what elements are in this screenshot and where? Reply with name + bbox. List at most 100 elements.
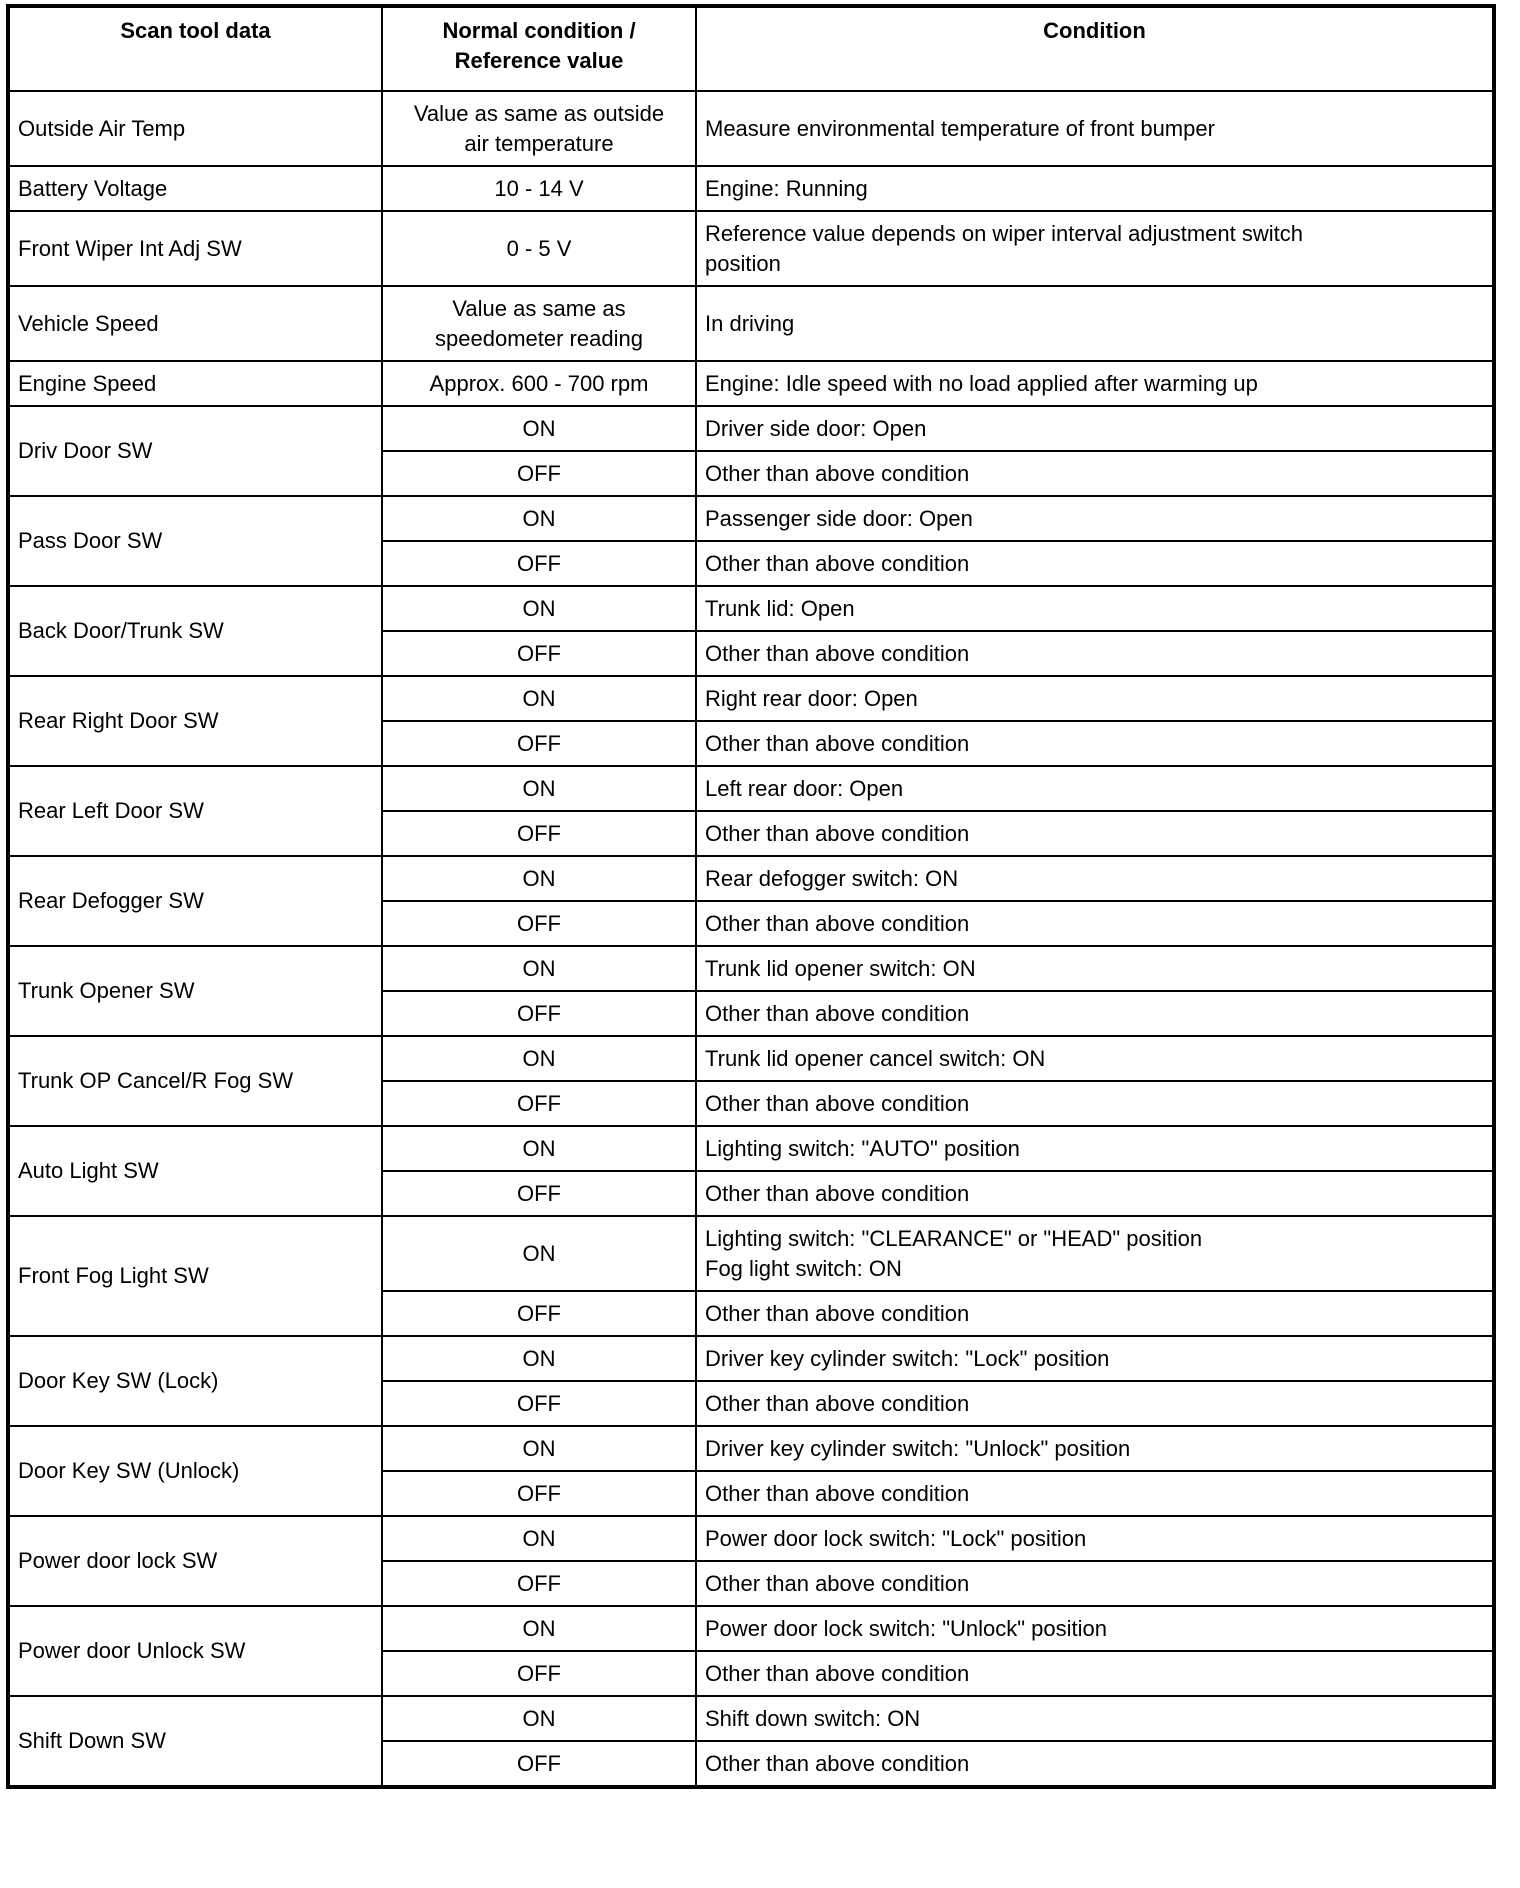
on-condition: Rear defogger switch: ON [695,855,1495,902]
on-condition: Driver key cylinder switch: "Lock" posit… [695,1335,1495,1382]
on-value: ON [381,1035,697,1082]
reference-value: 10 - 14 V [381,165,697,212]
off-condition: Other than above condition [695,720,1495,767]
off-condition: Other than above condition [695,1290,1495,1337]
header-row: Scan tool data Normal condition / Refere… [7,5,1495,92]
on-condition: Trunk lid opener cancel switch: ON [695,1035,1495,1082]
item-name: Door Key SW (Lock) [7,1335,383,1427]
off-value: OFF [381,450,697,497]
table-row-on: Auto Light SW ON Lighting switch: "AUTO" p… [7,1125,1495,1217]
item-name: Rear Right Door SW [7,675,383,767]
condition: In driving [695,285,1495,362]
on-condition: Shift down switch: ON [695,1695,1495,1742]
off-condition: Other than above condition [695,1650,1495,1697]
table-row-off: OFF Other than above condition [8,900,1495,947]
on-value: ON [381,1125,697,1172]
item-name: Battery Voltage [7,165,383,212]
off-value: OFF [381,1740,697,1788]
table-row-on: Pass Door SW ON Passenger side door: Open [7,495,1495,587]
on-condition: Driver key cylinder switch: "Unlock" pos… [695,1425,1495,1472]
off-value: OFF [381,900,697,947]
off-value: OFF [381,1470,697,1517]
item-name: Door Key SW (Unlock) [7,1425,383,1517]
header-reference-value: Normal condition / Reference value [381,5,697,92]
item-name: Outside Air Temp [7,90,383,167]
table-row-on: Rear Defogger SW ON Rear defogger switch: … [7,855,1495,947]
on-value: ON [381,765,697,812]
on-condition: Trunk lid: Open [695,585,1495,632]
item-name: Shift Down SW [7,1695,383,1788]
table-row-off: OFF Other than above condition [8,1740,1495,1788]
table-row-off: OFF Other than above condition [8,990,1495,1037]
off-value: OFF [381,630,697,677]
off-value: OFF [381,540,697,587]
off-condition: Other than above condition [695,900,1495,947]
off-condition: Other than above condition [695,450,1495,497]
table-row: Outside Air Temp Value as same as outside… [7,90,1495,167]
on-condition: Lighting switch: "AUTO" position [695,1125,1495,1172]
off-condition: Other than above condition [695,1560,1495,1607]
on-condition: Left rear door: Open [695,765,1495,812]
item-name: Engine Speed [7,360,383,407]
on-condition: Passenger side door: Open [695,495,1495,542]
table-row-off: OFF Other than above condition [8,1560,1495,1607]
item-name: Rear Left Door SW [7,765,383,857]
off-value: OFF [381,990,697,1037]
item-name: Power door Unlock SW [7,1605,383,1697]
table-row-on: Door Key SW (Lock) ON Driver key cylinder … [7,1335,1495,1427]
on-condition: Right rear door: Open [695,675,1495,722]
table-row-on: Back Door/Trunk SW ON Trunk lid: Open [7,585,1495,677]
reference-value: Value as same as outside air temperature [381,90,697,167]
table-row: Battery Voltage 10 - 14 V Engine: Running [7,165,1495,212]
table-row-off: OFF Other than above condition [8,1080,1495,1127]
on-value: ON [381,675,697,722]
item-name: Pass Door SW [7,495,383,587]
table-row: Front Wiper Int Adj SW 0 - 5 V Reference v… [7,210,1495,287]
table-row-on: Shift Down SW ON Shift down switch: ON [7,1695,1495,1788]
on-value: ON [381,855,697,902]
table-row-on: Door Key SW (Unlock) ON Driver key cylinde… [7,1425,1495,1517]
table-row-on: Rear Right Door SW ON Right rear door: Ope… [7,675,1495,767]
on-condition: Lighting switch: "CLEARANCE" or "HEAD" p… [695,1215,1495,1292]
off-condition: Other than above condition [695,1740,1495,1788]
on-value: ON [381,1605,697,1652]
item-name: Driv Door SW [7,405,383,497]
condition: Engine: Idle speed with no load applied … [695,360,1495,407]
table-row-off: OFF Other than above condition [8,1170,1495,1217]
table-row-off: OFF Other than above condition [8,1650,1495,1697]
reference-value: 0 - 5 V [381,210,697,287]
table-row-off: OFF Other than above condition [8,540,1495,587]
item-name: Vehicle Speed [7,285,383,362]
table-row-on: Rear Left Door SW ON Left rear door: Open [7,765,1495,857]
off-value: OFF [381,1290,697,1337]
on-value: ON [381,1215,697,1292]
on-value: ON [381,585,697,632]
off-condition: Other than above condition [695,630,1495,677]
item-name: Front Wiper Int Adj SW [7,210,383,287]
reference-value: Approx. 600 - 700 rpm [381,360,697,407]
off-value: OFF [381,1380,697,1427]
off-condition: Other than above condition [695,1380,1495,1427]
table-row-off: OFF Other than above condition [8,1380,1495,1427]
off-condition: Other than above condition [695,1470,1495,1517]
condition: Reference value depends on wiper interva… [695,210,1495,287]
scan-tool-data-table: Scan tool data Normal condition / Refere… [6,4,1496,1789]
table-row-off: OFF Other than above condition [8,450,1495,497]
on-value: ON [381,1695,697,1742]
table-row-on: Trunk Opener SW ON Trunk lid opener switch… [7,945,1495,1037]
item-name: Auto Light SW [7,1125,383,1217]
on-value: ON [381,495,697,542]
item-name: Trunk OP Cancel/R Fog SW [7,1035,383,1127]
table-row-off: OFF Other than above condition [8,810,1495,857]
table-row-off: OFF Other than above condition [8,1290,1495,1337]
table-row-off: OFF Other than above condition [8,720,1495,767]
item-name: Power door lock SW [7,1515,383,1607]
table-row-off: OFF Other than above condition [8,1470,1495,1517]
off-value: OFF [381,1560,697,1607]
off-condition: Other than above condition [695,1080,1495,1127]
on-value: ON [381,1425,697,1472]
table-row: Engine Speed Approx. 600 - 700 rpm Engine:… [7,360,1495,407]
on-value: ON [381,1515,697,1562]
on-value: ON [381,945,697,992]
item-name: Trunk Opener SW [7,945,383,1037]
